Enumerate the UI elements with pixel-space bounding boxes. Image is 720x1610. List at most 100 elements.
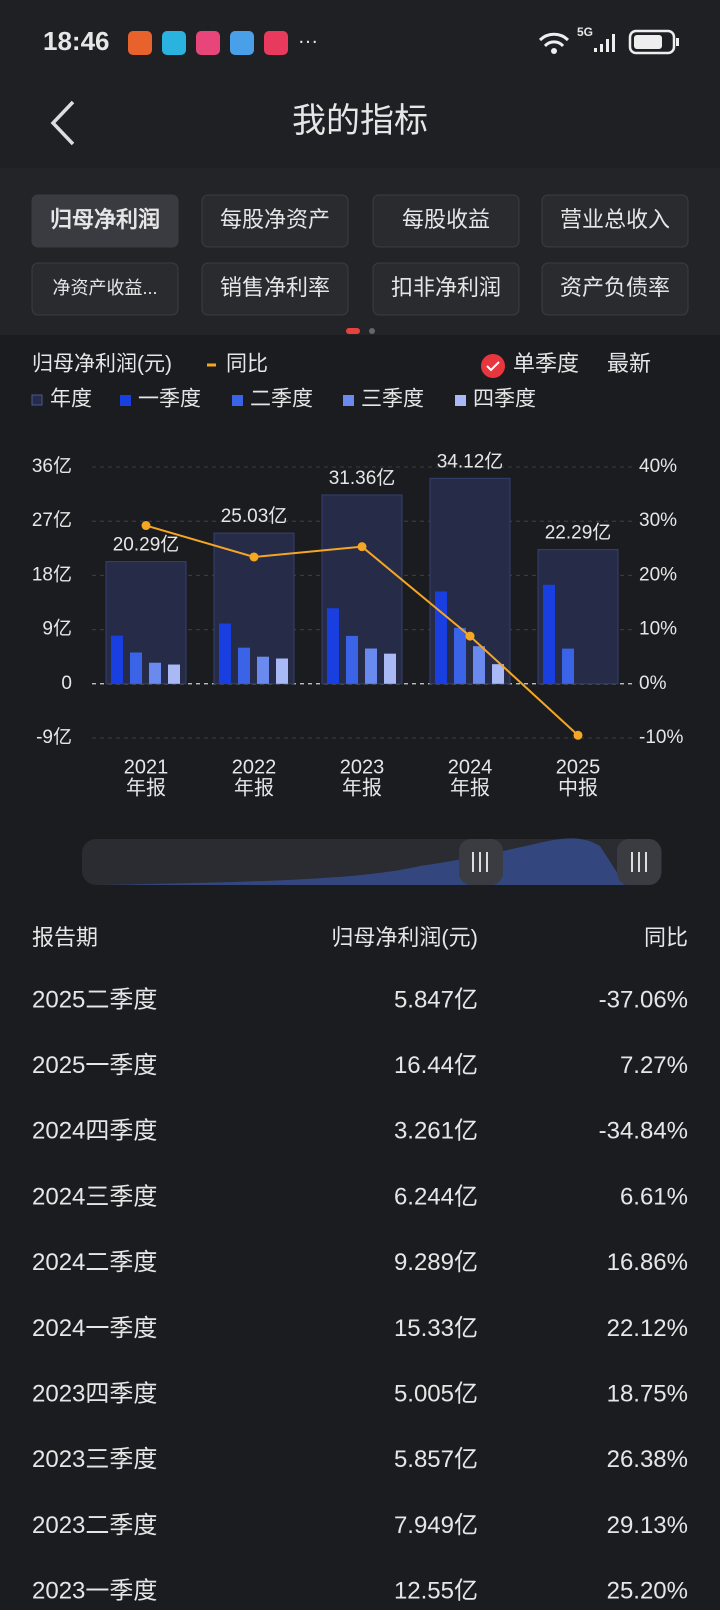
value-label: 22.29亿 [545,522,612,544]
axis-tick-label: 18亿 [32,563,72,585]
axis-tick-label: -10% [639,727,683,748]
table-cell: 5.857亿 [394,1446,478,1473]
tab-label: 每股收益 [402,207,490,232]
page-title: 我的指标 [292,102,428,140]
latest-option[interactable]: 最新 [607,351,651,376]
yoy-point [249,552,259,562]
x-tick-label: 年报 [234,776,274,799]
quarter-bar [365,648,377,684]
tab[interactable] [201,262,349,316]
axis-tick-label: 20% [639,564,677,585]
tab[interactable] [372,262,520,316]
legend-label: 一季度 [138,388,201,411]
table-cell: 7.27% [620,1052,688,1079]
tab[interactable] [201,194,349,248]
app-icon [196,31,220,55]
legend-swatch [343,395,354,406]
legend-label: 四季度 [473,388,536,411]
table-header: 归母净利润(元) [331,925,478,950]
tab[interactable] [541,262,689,316]
x-tick-label: 中报 [558,776,598,799]
check-mark [486,361,500,372]
back-button[interactable] [50,100,75,146]
table-cell: 2023三季度 [32,1446,157,1473]
table-cell: 26.38% [607,1446,688,1473]
page-dot [369,328,375,334]
checkbox[interactable] [481,354,505,378]
axis-tick-label: 36亿 [32,455,72,477]
battery-level [634,35,662,49]
status-time: 18:46 [43,26,110,56]
legend-swatch [455,395,466,406]
tab-label: 净资产收益... [52,278,157,298]
table-cell: 16.44亿 [394,1052,478,1079]
table-cell: 2025二季度 [32,986,157,1013]
quarter-bar [346,635,358,684]
quarter-bar [543,584,555,684]
yoy-point [141,521,151,531]
quarter-bar [130,652,142,684]
quarter-bar [219,623,231,684]
table-cell: 2024二季度 [32,1249,157,1276]
tab-label: 归母净利润 [50,207,160,232]
table-cell: 12.55亿 [394,1578,478,1605]
app-icon [264,31,288,55]
axis-tick-label: 10% [639,619,677,640]
tab-label: 销售净利率 [220,275,330,300]
table-cell: 15.33亿 [394,1315,478,1342]
single-quarter-option[interactable]: 单季度 [513,351,579,376]
tab[interactable] [31,262,179,316]
legend-swatch [232,395,243,406]
axis-tick-label: -9亿 [36,726,72,748]
axis-tick-label: 0 [61,673,72,694]
table-cell: -37.06% [599,986,688,1013]
value-label: 31.36亿 [329,467,396,489]
table-cell: 29.13% [607,1512,688,1539]
yoy-point [465,631,475,641]
x-tick-label: 年报 [342,776,382,799]
table-cell: 5.847亿 [394,986,478,1013]
axis-tick-label: 9亿 [42,618,72,640]
legend-label: 二季度 [250,388,313,411]
x-tick-label: 2025 [556,756,601,778]
value-label: 34.12亿 [437,450,504,472]
tab-label: 资产负债率 [560,275,670,300]
legend-label: 三季度 [361,388,424,411]
table-cell: 2024四季度 [32,1118,157,1145]
x-tick-label: 2023 [340,756,385,778]
tab[interactable] [31,194,179,248]
tab[interactable] [541,194,689,248]
battery-icon [628,29,676,55]
wifi-icon [551,48,557,54]
quarter-bar [492,664,504,684]
table-header: 同比 [644,925,688,950]
tab[interactable] [372,194,520,248]
table-cell: 18.75% [607,1381,688,1408]
table-cell: 2025一季度 [32,1052,157,1079]
signal-icon [594,34,615,52]
quarter-bar [327,608,339,684]
table-cell: 5.005亿 [394,1381,478,1408]
page-dot-active [346,328,360,334]
axis-tick-label: 40% [639,456,677,477]
legend-label: 同比 [226,353,268,376]
app-icon [128,31,152,55]
x-tick-label: 2021 [124,756,169,778]
quarter-bar [111,635,123,684]
table-cell: 9.289亿 [394,1249,478,1276]
header-background [0,0,720,168]
x-tick-label: 2022 [232,756,277,778]
legend-swatch [31,394,43,406]
app-icon [230,31,254,55]
quarter-bar [454,627,466,684]
quarter-bar [384,653,396,684]
quarter-bar [168,664,180,684]
table-cell: 2023一季度 [32,1578,157,1605]
table-header: 报告期 [32,925,98,950]
network-type: 5G [577,25,593,39]
table-cell: 16.86% [607,1249,688,1276]
tab-label: 每股净资产 [220,207,330,232]
x-tick-label: 年报 [126,776,166,799]
table-cell: 3.261亿 [394,1118,478,1145]
